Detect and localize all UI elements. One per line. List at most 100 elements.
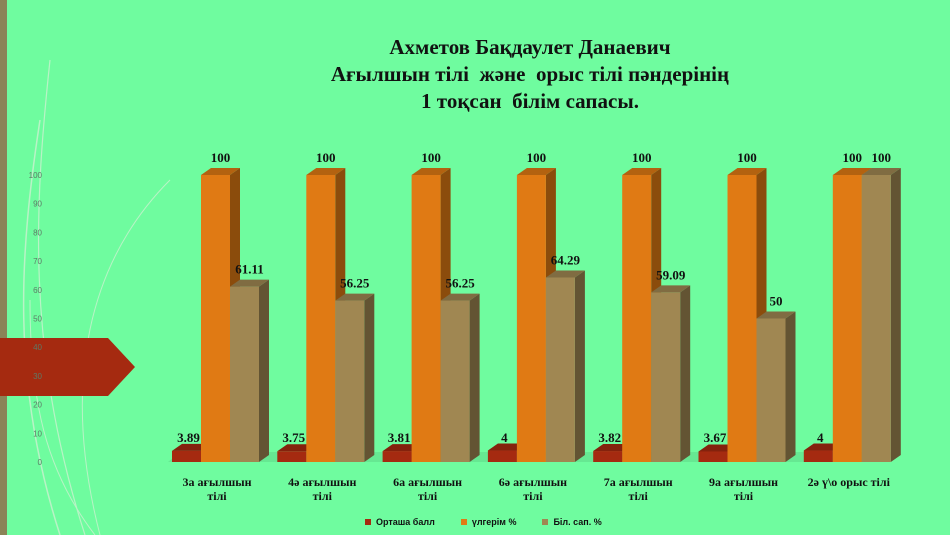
data-label: 61.11 <box>235 262 264 277</box>
bar-front <box>545 277 575 462</box>
bar-front <box>440 300 470 462</box>
bar <box>545 270 585 462</box>
data-label: 3.67 <box>704 430 727 445</box>
bar-top <box>201 168 240 175</box>
bar-top <box>411 168 451 175</box>
legend-swatch-0 <box>365 519 371 525</box>
legend-label-1: үлгерім % <box>471 517 517 527</box>
arrow-shape <box>0 338 135 396</box>
bar-front <box>832 175 862 462</box>
x-tick-label: тілі <box>418 489 438 503</box>
title-line-2: Ағылшын тілі және орыс тілі пәндерінің <box>330 62 730 86</box>
data-label: 100 <box>527 150 547 165</box>
bar <box>335 293 375 462</box>
y-tick-label: 90 <box>33 200 42 209</box>
x-tick-label: тілі <box>734 489 754 503</box>
bars <box>172 168 901 462</box>
bar-top <box>651 285 691 293</box>
bar <box>756 311 796 462</box>
x-tick-label: 3а ағылшын <box>183 475 252 489</box>
bar-side <box>259 279 269 462</box>
decor-line-4 <box>29 299 96 535</box>
y-tick-label: 100 <box>29 171 43 180</box>
decor-line-2 <box>37 59 86 535</box>
data-label: 100 <box>421 150 441 165</box>
data-label: 59.09 <box>656 267 686 282</box>
data-label: 4 <box>501 430 508 445</box>
data-label: 3.89 <box>177 430 200 445</box>
bar-side <box>364 293 375 462</box>
legend-label-0: Орташа балл <box>376 517 435 527</box>
bar-side <box>574 270 585 462</box>
x-tick-label: тілі <box>207 489 227 503</box>
bar-front <box>861 175 891 462</box>
data-label: 56.25 <box>445 276 475 291</box>
bar-front <box>411 175 441 462</box>
bar-top <box>861 168 901 175</box>
data-labels: 3.89 100 61.11 3.75 100 56.25 3.81 100 56.25 4 100… <box>177 150 891 445</box>
bar-top <box>306 168 346 175</box>
bar-front <box>622 175 652 462</box>
left-panel-bar <box>0 0 7 535</box>
legend-item-2: Біл. сап. % <box>542 517 602 527</box>
bar-top <box>335 293 375 301</box>
data-label: 3.75 <box>282 430 305 445</box>
bar-side <box>469 293 480 462</box>
bar-front <box>698 451 728 462</box>
decor-line-3 <box>81 179 171 535</box>
bar <box>230 279 269 462</box>
x-tick-label: 7а ағылшын <box>604 475 673 489</box>
x-tick-label: тілі <box>629 489 649 503</box>
bar-top <box>727 168 767 175</box>
x-tick-label: 9а ағылшын <box>709 475 778 489</box>
y-tick-label: 80 <box>33 228 42 237</box>
y-axis: 0 10 20 30 40 50 60 70 80 90 100 <box>29 171 43 467</box>
y-tick-label: 50 <box>33 315 42 324</box>
x-tick-label: тілі <box>313 489 333 503</box>
data-label: 100 <box>632 150 652 165</box>
chart-legend: Орташа балл үлгерім % Біл. сап. % <box>365 514 602 530</box>
bar-front <box>277 451 307 462</box>
data-label: 100 <box>316 150 336 165</box>
bar-top <box>832 168 872 175</box>
bar-front <box>335 300 365 462</box>
bar-side <box>680 285 691 462</box>
bar-front <box>516 175 546 462</box>
data-label: 50 <box>770 294 783 309</box>
bar-top <box>516 168 556 175</box>
bar-front <box>306 175 336 462</box>
bar <box>651 285 691 462</box>
bar-top <box>545 270 585 278</box>
x-tick-label: 4ә ағылшын <box>288 475 356 489</box>
y-tick-label: 40 <box>33 343 42 352</box>
bar-top <box>622 168 662 175</box>
bar-top <box>230 279 269 287</box>
bar-side <box>890 168 901 462</box>
decor-line-1 <box>22 119 61 535</box>
x-tick-label: 2ә ү\о орыс тілі <box>808 475 891 489</box>
bar-front <box>487 450 517 462</box>
bar-front <box>651 292 681 462</box>
bar-side <box>785 311 796 462</box>
legend-item-1: үлгерім % <box>460 517 517 527</box>
left-decoration <box>0 0 171 535</box>
bar-front <box>593 451 623 462</box>
x-tick-label: 6ә ағылшын <box>499 475 567 489</box>
chart-title: Ахметов Бақдаулет Данаевич Ағылшын тілі … <box>230 34 830 115</box>
title-line-1: Ахметов Бақдаулет Данаевич <box>389 35 671 59</box>
y-tick-label: 70 <box>33 257 42 266</box>
y-tick-label: 30 <box>33 372 42 381</box>
legend-swatch-2 <box>542 519 549 525</box>
data-label: 100 <box>872 150 892 165</box>
bar-front <box>172 450 201 462</box>
legend-item-0: Орташа балл <box>365 517 435 527</box>
bar-top <box>756 311 796 319</box>
bar-front <box>201 175 230 462</box>
data-label: 3.81 <box>388 430 411 445</box>
bar <box>440 293 480 462</box>
data-label: 4 <box>817 430 824 445</box>
data-label: 64.29 <box>551 252 581 267</box>
title-line-3: 1 тоқсан білім сапасы. <box>421 89 639 113</box>
